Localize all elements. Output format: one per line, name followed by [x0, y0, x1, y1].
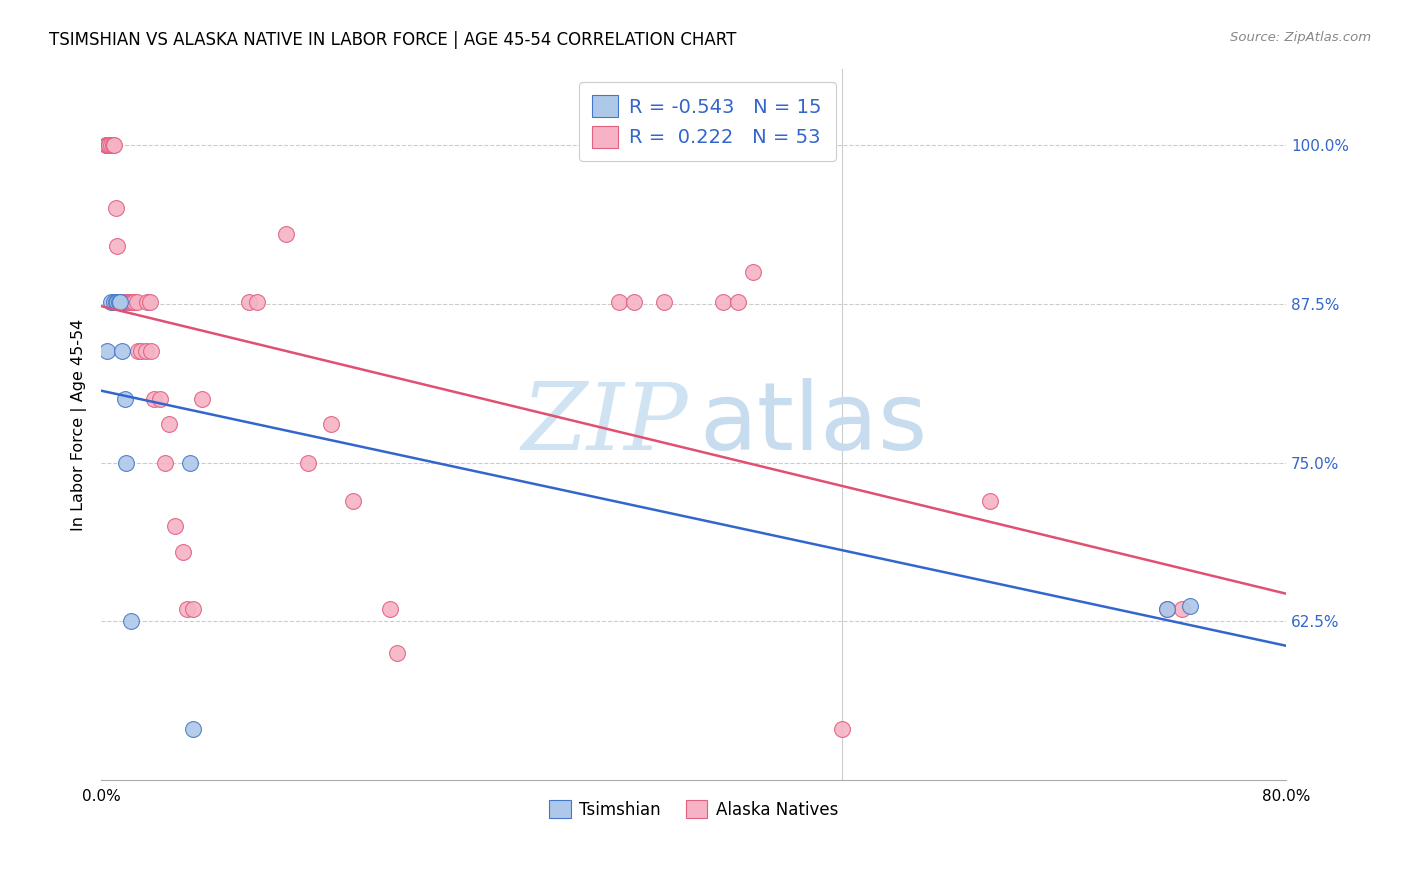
Point	[97, 137, 120, 152]
Point	[108, 295, 131, 310]
Point	[153, 456, 176, 470]
Point	[609, 295, 631, 310]
Point	[129, 343, 152, 358]
Point	[181, 723, 204, 737]
Point	[136, 295, 159, 310]
Point	[96, 137, 118, 152]
Point	[143, 392, 166, 406]
Point	[114, 392, 136, 406]
Point	[110, 295, 132, 310]
Point	[127, 343, 149, 358]
Point	[1156, 601, 1178, 615]
Point	[122, 295, 145, 310]
Point	[246, 295, 269, 310]
Legend: Tsimshian, Alaska Natives: Tsimshian, Alaska Natives	[543, 793, 845, 825]
Point	[112, 295, 135, 310]
Point	[104, 295, 127, 310]
Point	[110, 295, 132, 310]
Point	[103, 137, 125, 152]
Point	[141, 343, 163, 358]
Text: atlas: atlas	[699, 378, 928, 470]
Point	[100, 137, 122, 152]
Point	[149, 392, 172, 406]
Text: TSIMSHIAN VS ALASKA NATIVE IN LABOR FORCE | AGE 45-54 CORRELATION CHART: TSIMSHIAN VS ALASKA NATIVE IN LABOR FORC…	[49, 31, 737, 49]
Point	[97, 137, 120, 152]
Text: Source: ZipAtlas.com: Source: ZipAtlas.com	[1230, 31, 1371, 45]
Point	[238, 295, 260, 310]
Point	[94, 137, 117, 152]
Point	[176, 601, 198, 615]
Point	[115, 295, 138, 310]
Point	[100, 295, 122, 310]
Point	[191, 392, 214, 406]
Point	[711, 295, 734, 310]
Point	[387, 646, 409, 660]
Point	[623, 295, 645, 310]
Text: ZIP: ZIP	[522, 379, 688, 469]
Point	[297, 456, 319, 470]
Point	[135, 343, 157, 358]
Point	[114, 295, 136, 310]
Point	[120, 295, 142, 310]
Point	[741, 265, 763, 279]
Point	[979, 493, 1001, 508]
Point	[96, 343, 118, 358]
Point	[125, 295, 148, 310]
Point	[1171, 601, 1194, 615]
Point	[378, 601, 401, 615]
Point	[727, 295, 749, 310]
Point	[172, 544, 194, 558]
Point	[1156, 601, 1178, 615]
Point	[121, 295, 143, 310]
Point	[111, 343, 134, 358]
Y-axis label: In Labor Force | Age 45-54: In Labor Force | Age 45-54	[72, 318, 87, 531]
Point	[181, 601, 204, 615]
Point	[120, 615, 142, 629]
Point	[115, 456, 138, 470]
Point	[1178, 599, 1201, 614]
Point	[652, 295, 675, 310]
Point	[139, 295, 162, 310]
Point	[101, 137, 124, 152]
Point	[107, 295, 129, 310]
Point	[179, 456, 201, 470]
Point	[111, 295, 134, 310]
Point	[104, 202, 127, 216]
Point	[276, 227, 298, 241]
Point	[96, 137, 118, 152]
Point	[342, 493, 364, 508]
Point	[157, 417, 180, 432]
Point	[831, 723, 853, 737]
Point	[165, 519, 187, 533]
Point	[107, 239, 129, 253]
Point	[319, 417, 342, 432]
Point	[103, 295, 125, 310]
Point	[118, 295, 141, 310]
